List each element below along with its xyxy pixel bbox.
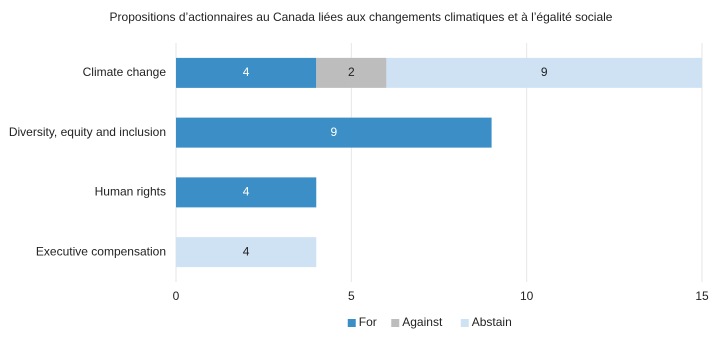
legend-swatch — [460, 319, 469, 327]
bar-segment — [316, 57, 387, 88]
chart-title: Propositions d’actionnaires au Canada li… — [110, 10, 613, 24]
x-tick-label: 10 — [520, 289, 534, 303]
x-tick-label: 15 — [695, 289, 709, 303]
data-label: 2 — [348, 65, 355, 79]
legend-label: Against — [402, 315, 443, 329]
data-label: 4 — [243, 185, 250, 199]
y-tick-label: Executive compensation — [36, 244, 166, 258]
data-label: 4 — [243, 244, 250, 258]
y-tick-label: Climate change — [83, 65, 167, 79]
data-label: 9 — [330, 125, 337, 139]
legend-swatch — [347, 319, 356, 327]
bar-segment — [176, 177, 317, 208]
y-tick-label: Human rights — [95, 185, 166, 199]
x-tick-label: 5 — [348, 289, 355, 303]
legend-label: For — [359, 315, 377, 329]
data-label: 4 — [243, 65, 250, 79]
legend-label: Abstain — [472, 315, 512, 329]
bar-segment — [176, 237, 317, 268]
y-tick-label: Diversity, equity and inclusion — [9, 125, 166, 139]
data-label: 9 — [541, 65, 548, 79]
legend-swatch — [391, 319, 400, 327]
x-tick-label: 0 — [173, 289, 180, 303]
bar-segment — [176, 57, 317, 88]
bar-segment — [386, 57, 702, 88]
bar-segment — [176, 117, 492, 148]
